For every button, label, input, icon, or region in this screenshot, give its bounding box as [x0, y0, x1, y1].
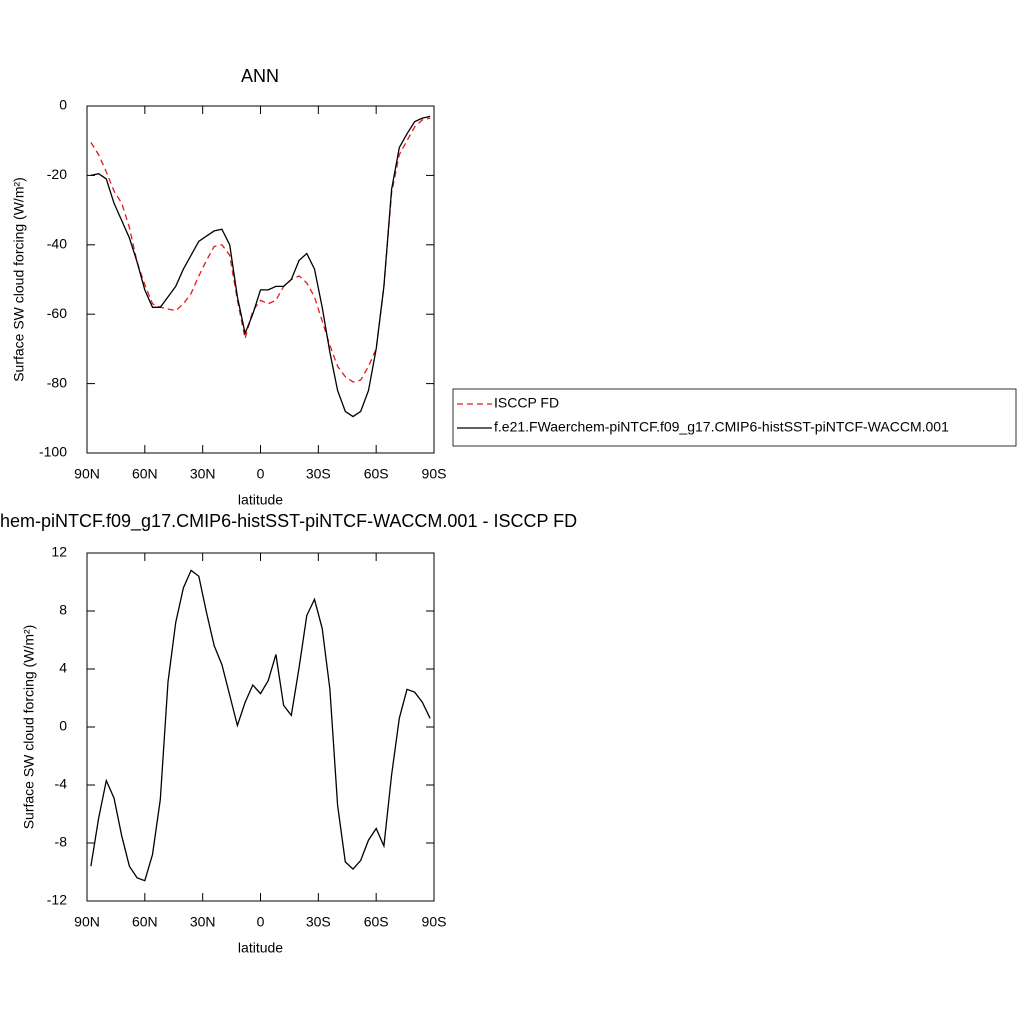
x-tick-label: 30N	[190, 914, 216, 930]
legend-label: ISCCP FD	[494, 395, 559, 411]
y-tick-label: -80	[47, 374, 67, 390]
x-axis-label: latitude	[238, 940, 283, 956]
y-tick-label: -4	[55, 776, 68, 792]
x-tick-label: 0	[257, 914, 265, 930]
y-tick-label: -60	[47, 305, 67, 321]
y-axis-label: Surface SW cloud forcing (W/m²)	[21, 625, 37, 830]
x-tick-label: 30S	[306, 914, 331, 930]
y-tick-label: 0	[59, 718, 67, 734]
x-tick-label: 30N	[190, 466, 216, 482]
x-tick-label: 0	[257, 466, 265, 482]
y-tick-label: 8	[59, 602, 67, 618]
x-tick-label: 90S	[422, 466, 447, 482]
x-tick-label: 60S	[364, 914, 389, 930]
legend-label: f.e21.FWaerchem-piNTCF.f09_g17.CMIP6-his…	[494, 419, 949, 435]
y-tick-label: 0	[59, 97, 67, 113]
x-tick-label: 90N	[74, 914, 100, 930]
x-tick-label: 90N	[74, 466, 100, 482]
x-tick-label: 30S	[306, 466, 331, 482]
y-tick-label: 12	[51, 544, 67, 560]
y-tick-label: -40	[47, 236, 67, 252]
x-tick-label: 60S	[364, 466, 389, 482]
y-axis-label: Surface SW cloud forcing (W/m²)	[11, 177, 27, 382]
y-tick-label: -8	[55, 834, 68, 850]
x-tick-label: 90S	[422, 914, 447, 930]
legend-box	[452, 388, 1017, 447]
chart-title: ANN	[241, 66, 279, 86]
y-tick-label: 4	[59, 660, 67, 676]
data-line	[90, 117, 431, 383]
y-tick-label: -12	[47, 892, 67, 908]
chart-title: hem-piNTCF.f09_g17.CMIP6-histSST-piNTCF-…	[0, 511, 577, 532]
x-axis-label: latitude	[238, 492, 283, 508]
y-tick-label: -100	[39, 444, 67, 460]
x-tick-label: 60N	[132, 466, 158, 482]
data-line	[90, 569, 431, 882]
plot-frame	[86, 552, 435, 902]
plot-frame	[86, 105, 435, 454]
data-line	[90, 115, 431, 418]
x-tick-label: 60N	[132, 914, 158, 930]
y-tick-label: -20	[47, 166, 67, 182]
